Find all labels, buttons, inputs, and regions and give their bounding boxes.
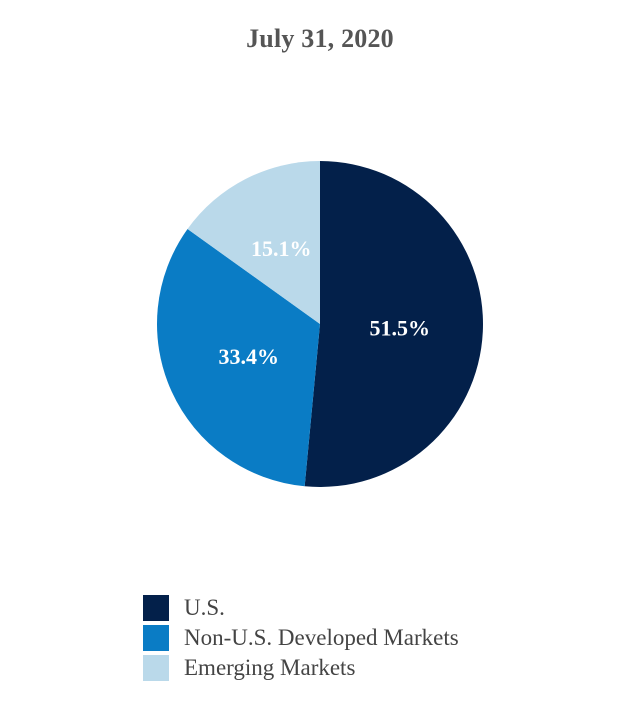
legend-item-emerging: Emerging Markets <box>143 653 459 683</box>
legend-swatch-emerging <box>143 655 169 681</box>
pie-label-emerging: 15.1% <box>251 236 312 261</box>
legend-item-us: U.S. <box>143 593 459 623</box>
pie-slice-emerging <box>187 161 320 324</box>
legend-swatch-us <box>143 595 169 621</box>
legend-label-non-us-developed: Non-U.S. Developed Markets <box>184 625 459 650</box>
pie-slice-us <box>304 161 483 487</box>
pie-label-us: 51.5% <box>370 315 431 340</box>
chart-title: July 31, 2020 <box>246 24 394 53</box>
pie-slice-non-us-developed <box>156 229 320 487</box>
legend-swatch-non-us-developed <box>143 625 169 651</box>
pie-label-non-us-developed: 33.4% <box>219 344 280 369</box>
legend-label-us: U.S. <box>184 595 225 620</box>
legend-item-non-us-developed: Non-U.S. Developed Markets <box>143 623 459 653</box>
legend-label-emerging: Emerging Markets <box>184 655 356 680</box>
legend: U.S. Non-U.S. Developed Markets Emerging… <box>143 593 459 683</box>
